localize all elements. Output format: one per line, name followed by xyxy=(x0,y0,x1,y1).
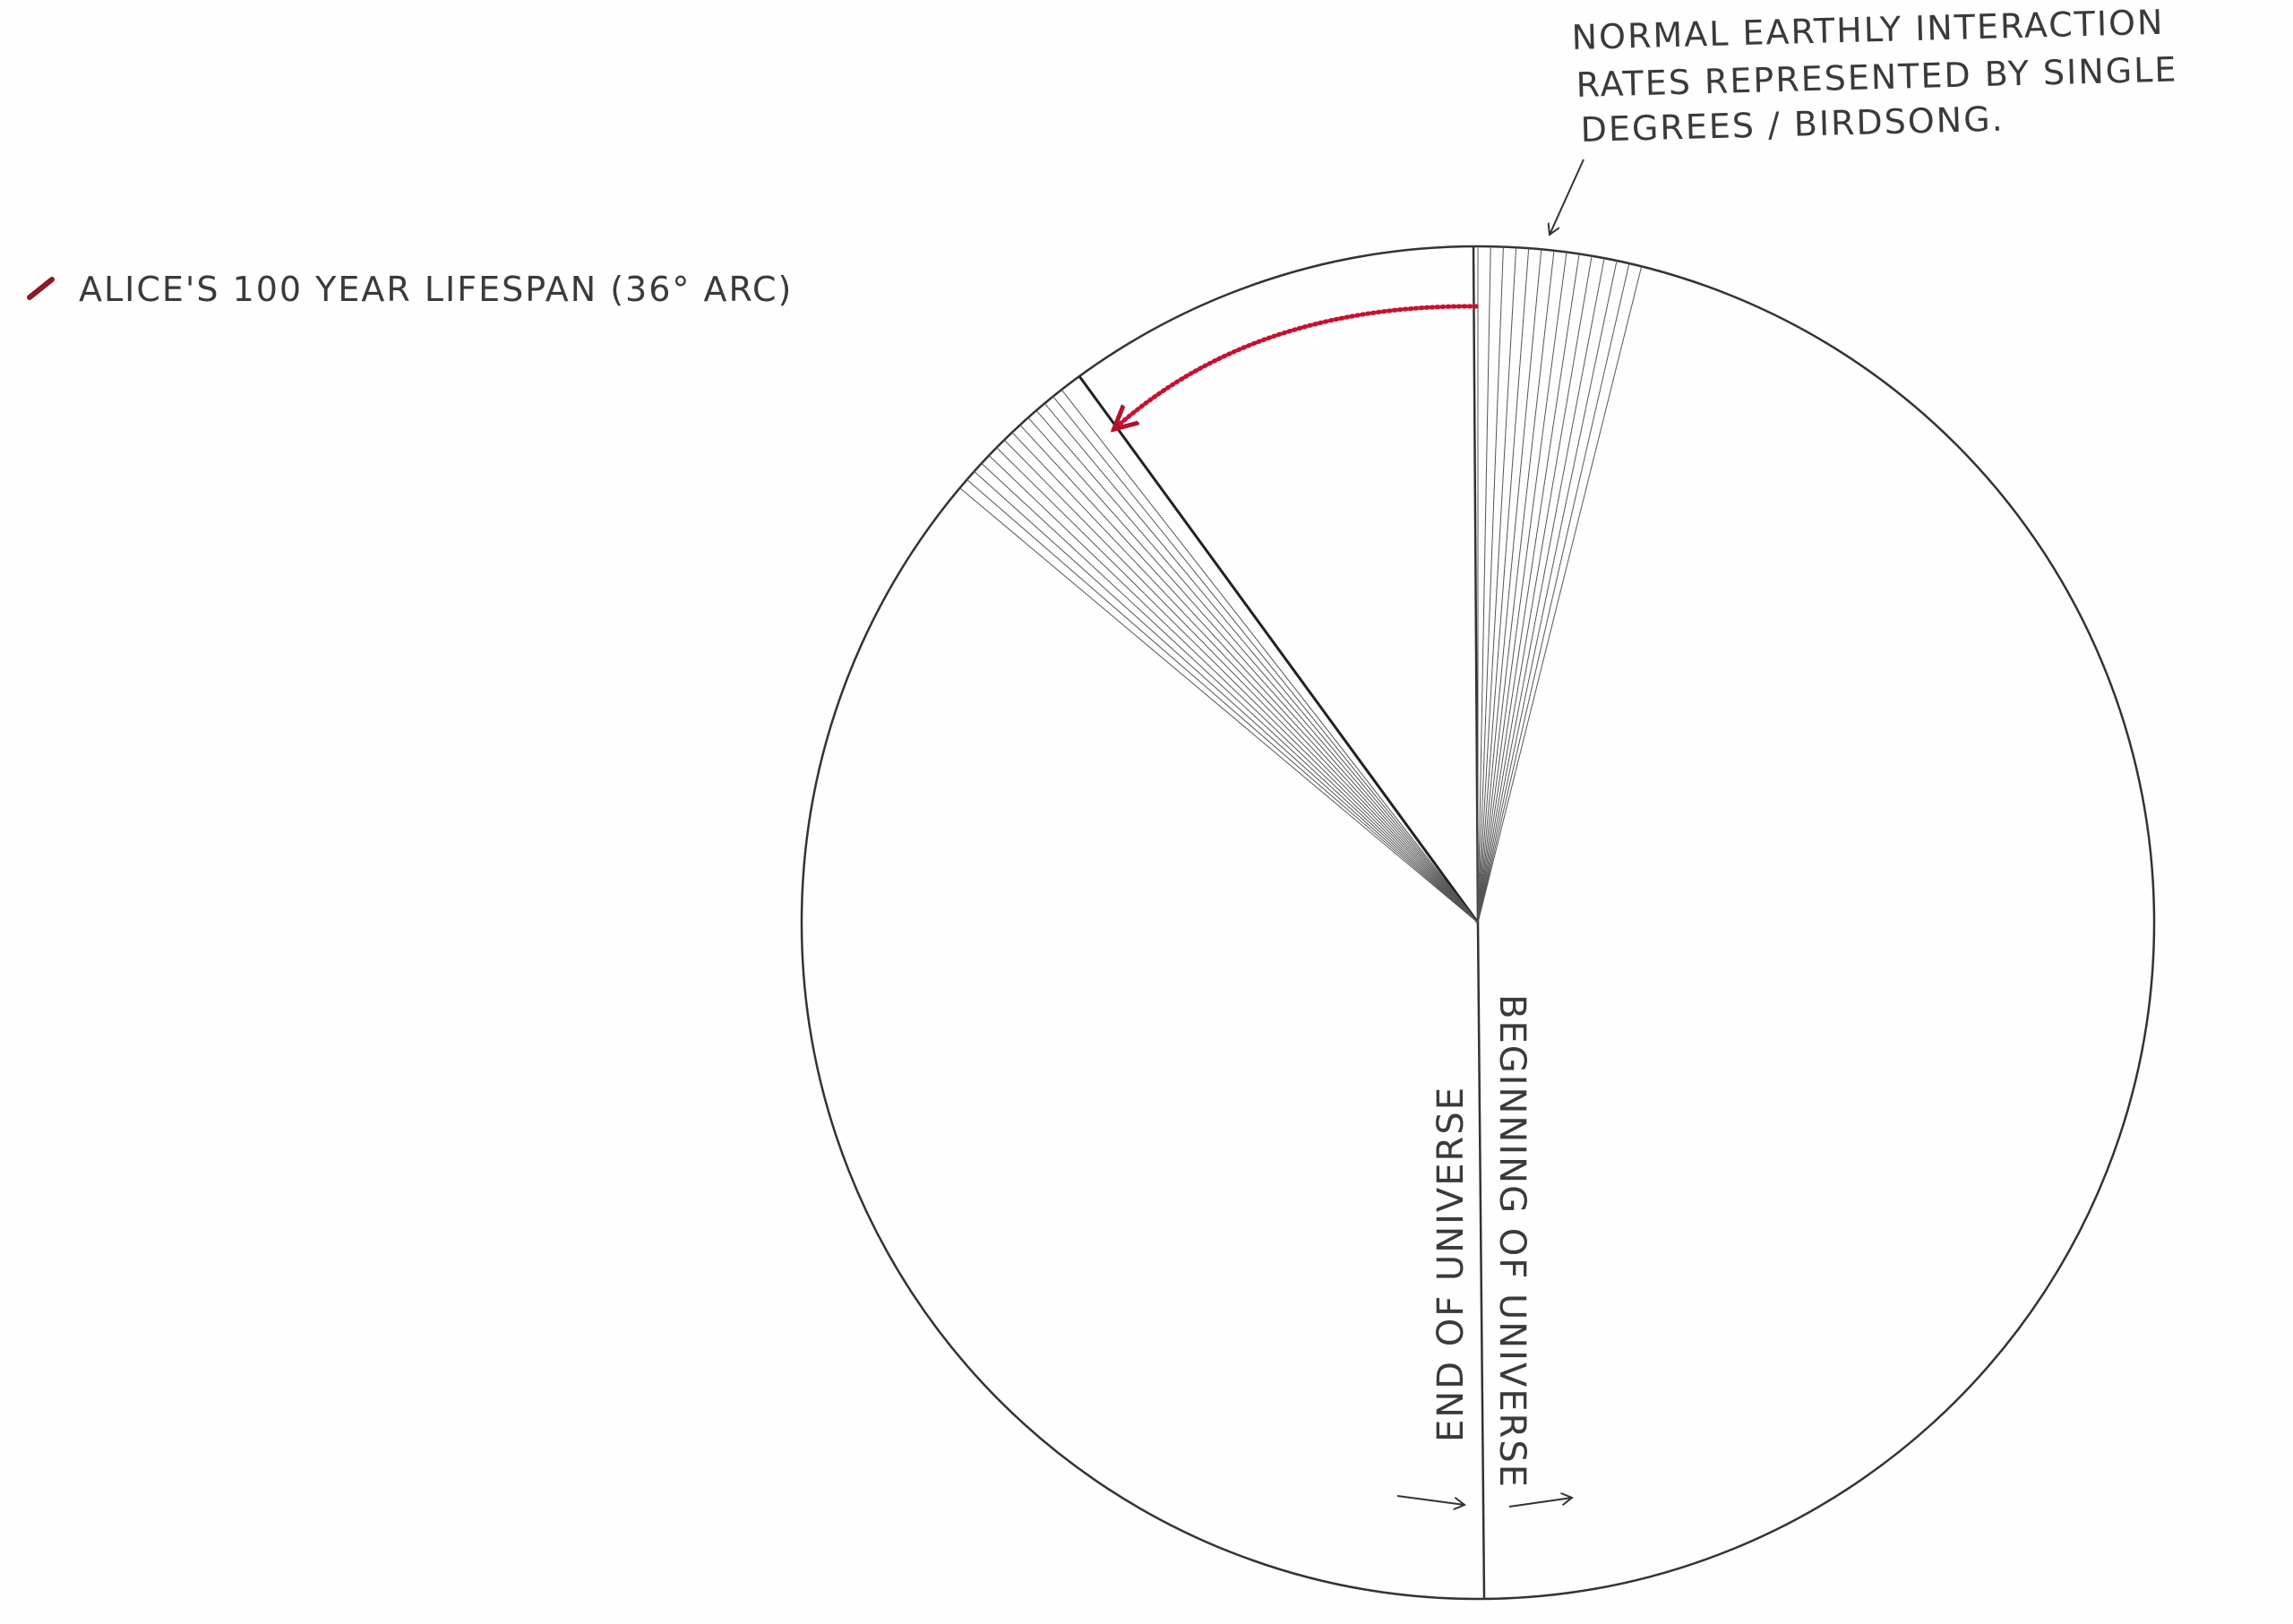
degree-line xyxy=(1027,417,1479,924)
legend-swatch xyxy=(27,277,55,300)
lifespan-arc xyxy=(1115,304,1479,428)
degree-line xyxy=(966,479,1479,924)
annotation-line-2: RATES REPRESENTED BY SINGLE xyxy=(1576,49,2178,105)
degree-line xyxy=(996,447,1479,924)
beginning-arrow xyxy=(1508,1498,1572,1508)
degree-line xyxy=(1477,249,1542,924)
degree-line xyxy=(1011,432,1479,924)
degree-line xyxy=(1043,402,1479,924)
degree-line xyxy=(1477,262,1630,924)
end-arrow xyxy=(1396,1495,1464,1505)
degree-line xyxy=(1003,439,1479,924)
annotation-arrow xyxy=(1550,159,1584,235)
legend: ALICE'S 100 YEAR LIFESPAN (36° ARC) xyxy=(27,270,793,309)
degree-wedge-top xyxy=(1477,246,1643,924)
degree-wedge-left xyxy=(959,389,1479,924)
annotation: NORMAL EARTHLY INTERACTION RATES REPRESE… xyxy=(1550,3,2178,235)
degree-line xyxy=(1477,250,1555,924)
degree-line xyxy=(981,462,1479,924)
degree-line xyxy=(1477,247,1517,924)
degree-line xyxy=(1477,266,1643,924)
degree-line xyxy=(1477,248,1530,924)
degree-line xyxy=(1477,255,1593,924)
degree-line xyxy=(1061,389,1479,924)
degree-line xyxy=(974,470,1479,924)
annotation-line-3: DEGREES / BIRDSONG. xyxy=(1580,99,2005,150)
degree-line xyxy=(988,455,1479,924)
beginning-of-universe-label: BEGINNING OF UNIVERSE xyxy=(1491,994,1533,1489)
annotation-line-1: NORMAL EARTHLY INTERACTION xyxy=(1571,3,2165,57)
degree-line xyxy=(1477,258,1605,924)
end-of-universe-label: END OF UNIVERSE xyxy=(1430,1086,1472,1442)
degree-line xyxy=(1052,396,1479,924)
degree-line xyxy=(959,487,1479,924)
degree-line xyxy=(1477,252,1567,924)
timeline-circle xyxy=(800,245,2156,1601)
degree-line xyxy=(1477,260,1618,924)
degree-line xyxy=(1035,409,1479,924)
degree-line xyxy=(1477,246,1491,924)
degree-line xyxy=(1477,246,1504,924)
lifespan-end-radius xyxy=(1078,375,1480,924)
vertical-radius-line xyxy=(1472,245,1480,924)
degree-line xyxy=(1019,425,1479,924)
degree-line xyxy=(1477,253,1580,924)
vertical-axis-line xyxy=(1476,922,1486,1600)
legend-label: ALICE'S 100 YEAR LIFESPAN (36° ARC) xyxy=(79,270,793,309)
